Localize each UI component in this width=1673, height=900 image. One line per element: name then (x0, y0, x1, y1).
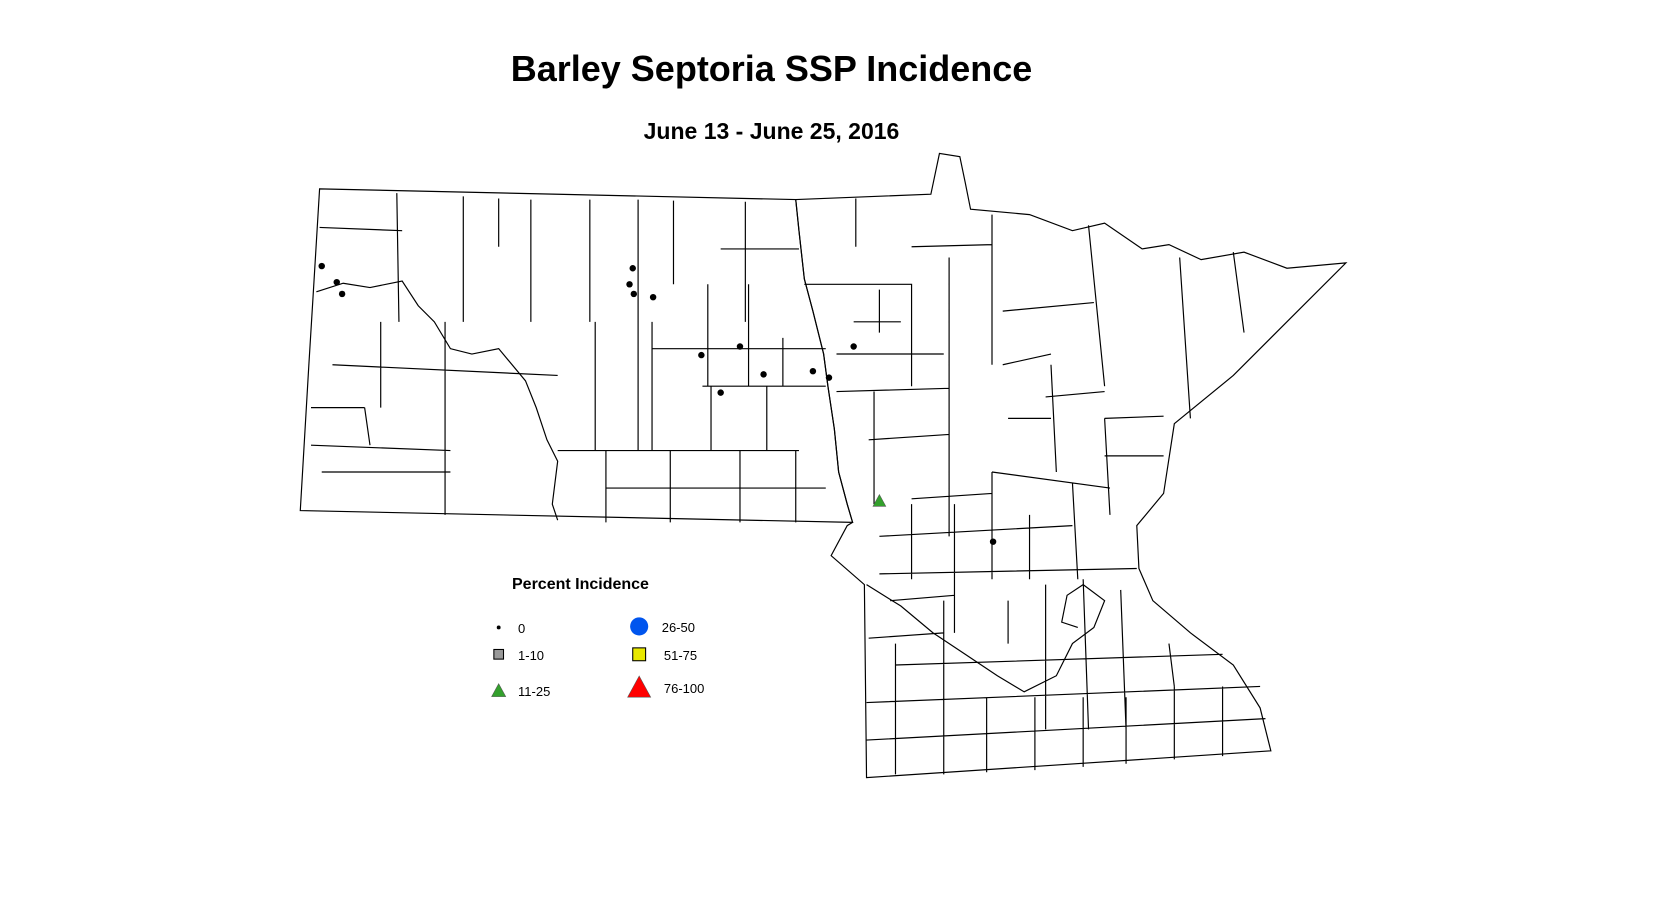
site-marker-0 (338, 290, 346, 298)
nd-county-lines (310, 193, 826, 523)
county-boundaries (299, 152, 1348, 779)
legend-label: 26-50 (661, 619, 695, 635)
legend-title: Percent Incidence (512, 576, 649, 593)
legend-label: 51-75 (663, 647, 698, 663)
site-marker-0 (649, 293, 657, 301)
missouri-river-line (316, 280, 559, 521)
legend-label: 76-100 (663, 681, 705, 697)
site-marker-0 (809, 367, 817, 375)
legend-label: 1-10 (518, 647, 545, 663)
map-title: Barley Septoria SSP Incidence (510, 48, 1033, 89)
site-marker-0 (825, 374, 833, 381)
map-subtitle: June 13 - June 25, 2016 (643, 118, 900, 144)
site-marker-0 (760, 371, 767, 378)
sites-layer (318, 262, 997, 545)
site-marker-0 (736, 343, 744, 350)
site-marker-0 (626, 281, 633, 288)
site-marker-0 (333, 278, 340, 286)
site-marker-0 (318, 262, 325, 270)
site-marker-0 (717, 389, 724, 396)
legend-label: 11-25 (518, 684, 551, 700)
site-marker-0 (630, 290, 638, 298)
legend-label: 0 (518, 620, 526, 636)
minnesota-outline (795, 152, 1348, 779)
site-marker-0 (629, 265, 636, 272)
minnesota-river-line (866, 583, 1106, 693)
site-marker-0 (989, 538, 997, 545)
site-marker-0 (698, 351, 705, 359)
mn-county-lines (804, 198, 1266, 775)
site-marker-11-25 (872, 493, 887, 507)
site-marker-0 (850, 343, 857, 350)
